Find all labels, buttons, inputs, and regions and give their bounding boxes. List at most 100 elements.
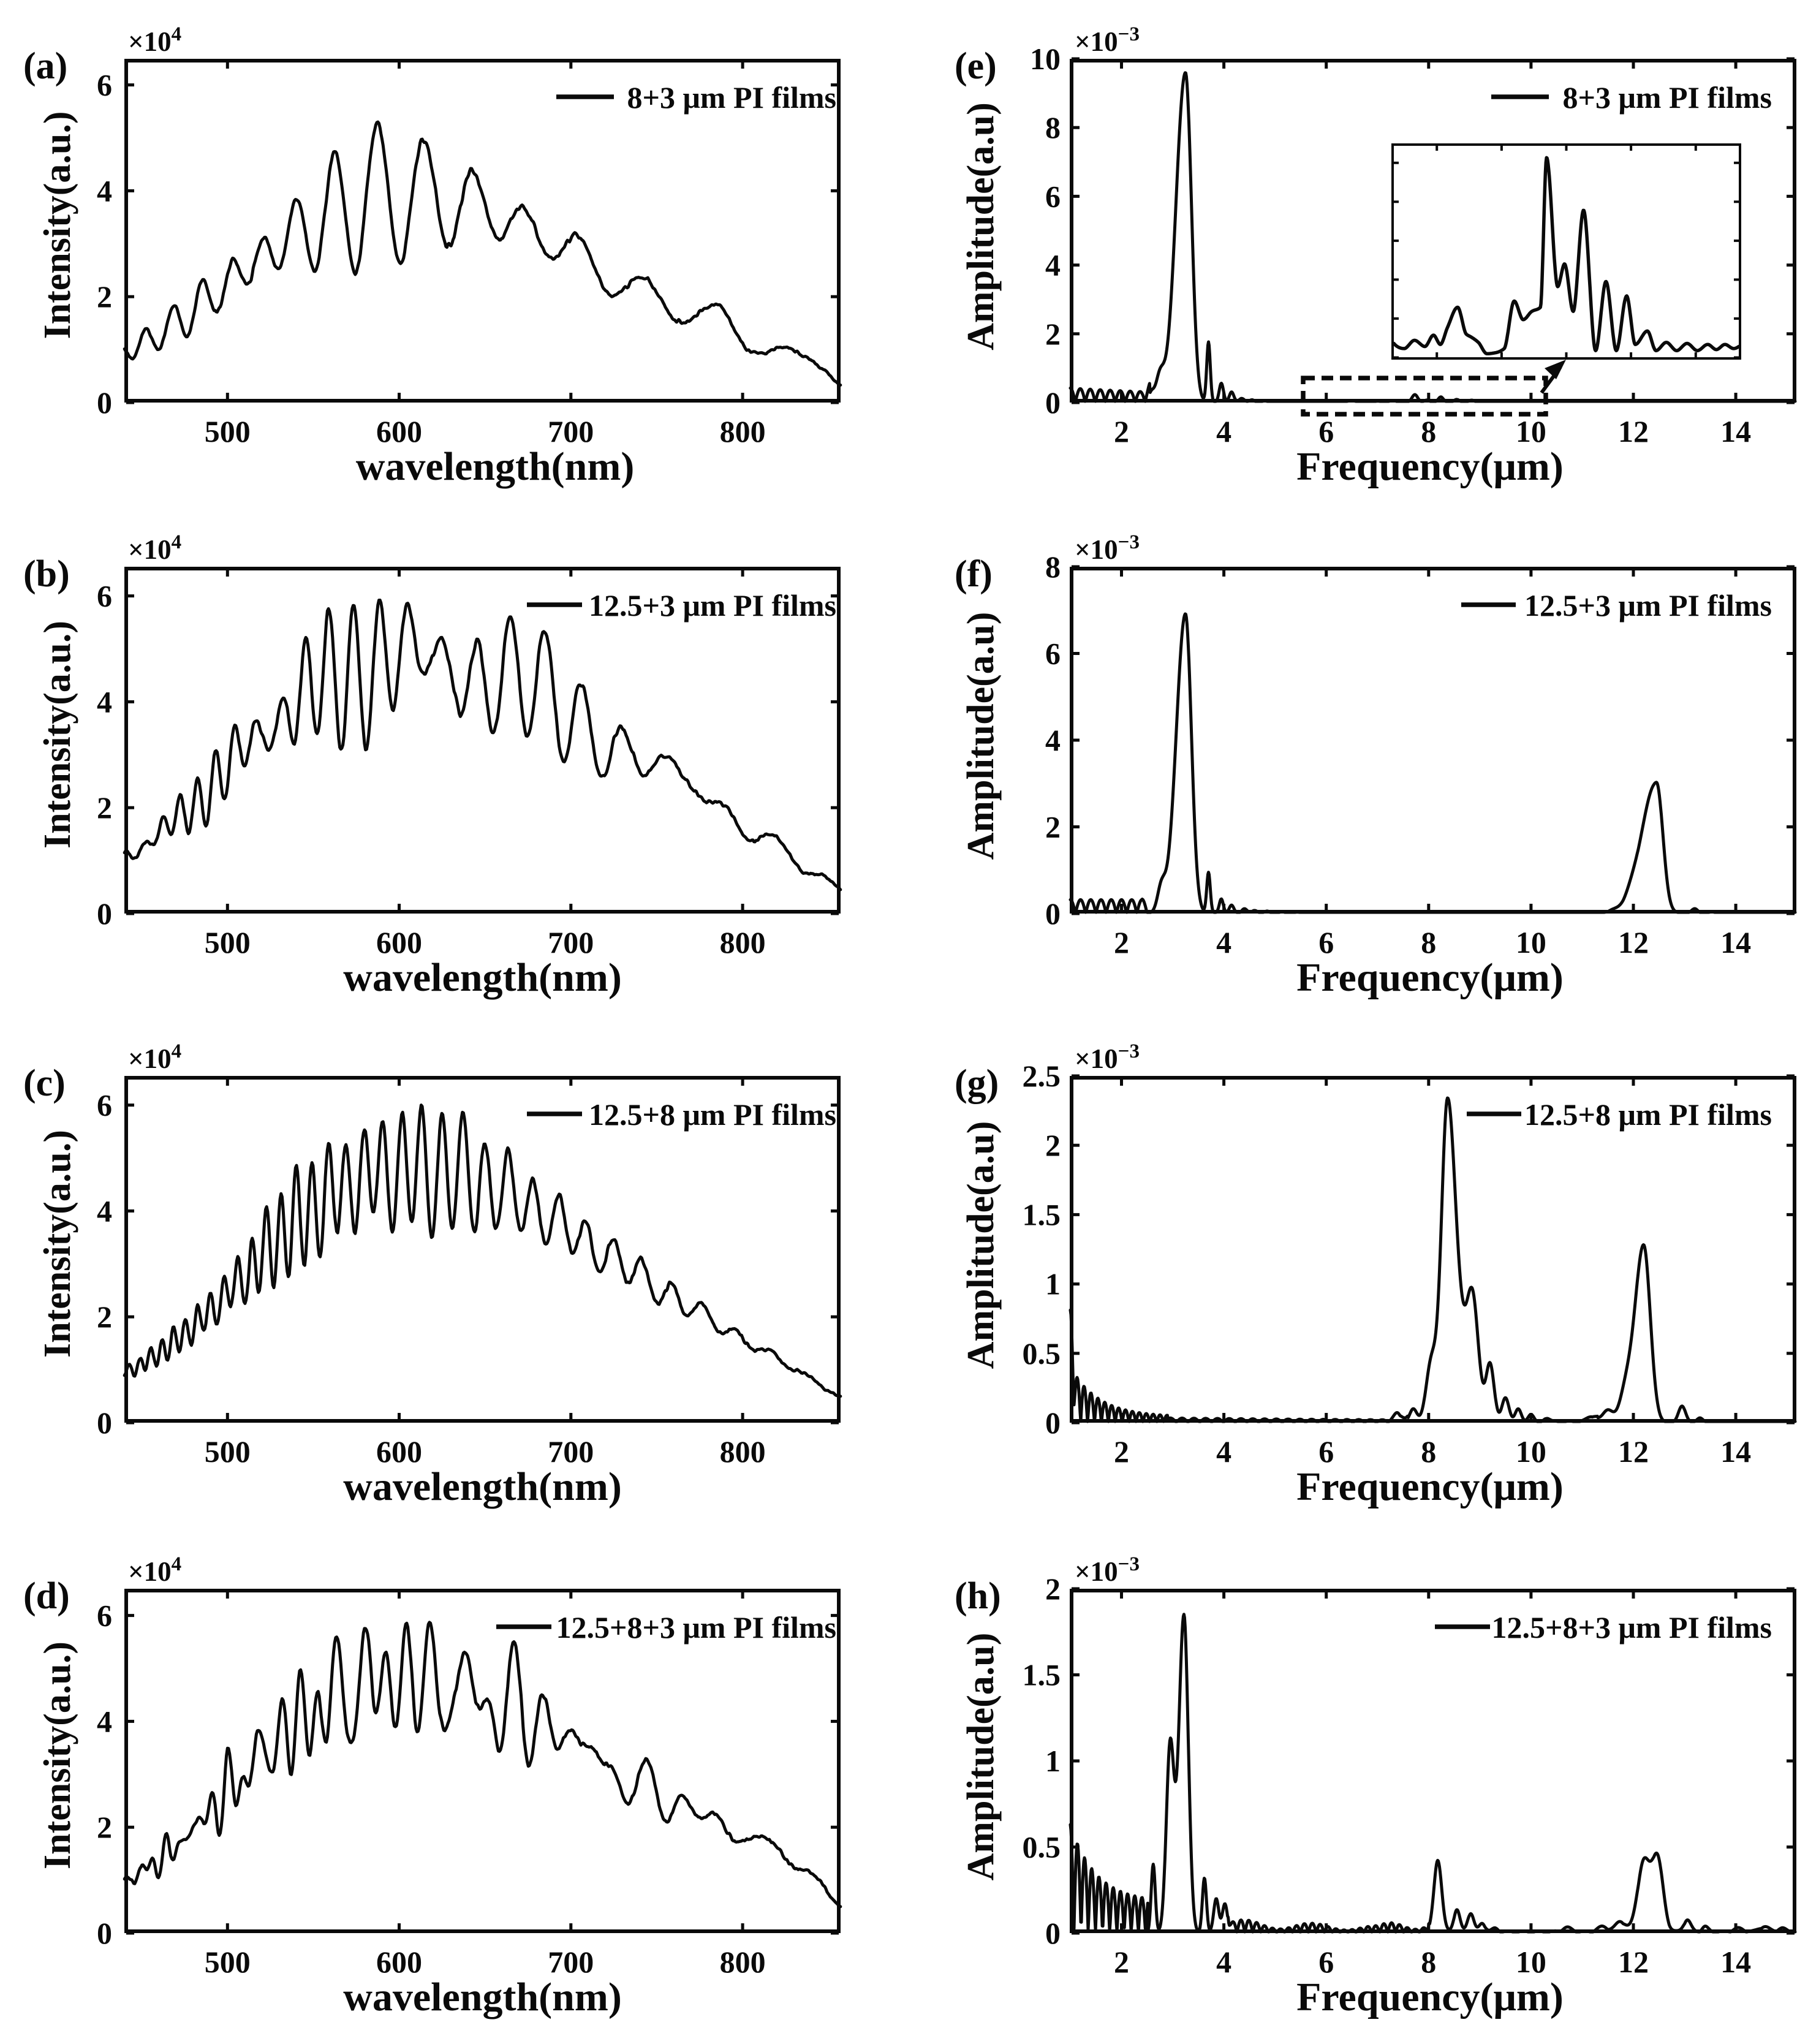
svg-text:(f): (f) (955, 553, 993, 595)
svg-text:12.5+3 μm PI films: 12.5+3 μm PI films (1524, 588, 1772, 623)
svg-text:(d): (d) (23, 1575, 70, 1617)
svg-text:14: 14 (1720, 925, 1751, 960)
svg-text:12: 12 (1618, 1434, 1649, 1469)
svg-text:8+3 μm PI films: 8+3 μm PI films (627, 80, 836, 115)
svg-text:8+3 μm PI films: 8+3 μm PI films (1562, 80, 1772, 115)
svg-text:wavelength(nm): wavelength(nm) (343, 1464, 622, 1509)
svg-text:4: 4 (1216, 414, 1231, 449)
svg-text:wavelength(nm): wavelength(nm) (356, 444, 635, 489)
svg-text:2: 2 (1045, 1572, 1061, 1606)
svg-text:×10−3: ×10−3 (1075, 23, 1140, 57)
svg-text:12: 12 (1618, 1945, 1649, 1979)
svg-text:1: 1 (1045, 1744, 1061, 1778)
svg-text:8: 8 (1045, 110, 1061, 145)
svg-text:2: 2 (1114, 1945, 1129, 1979)
svg-text:14: 14 (1720, 1945, 1751, 1979)
svg-text:2: 2 (97, 279, 112, 314)
svg-text:4: 4 (97, 1704, 112, 1738)
svg-text:Frequency(μm): Frequency(μm) (1296, 444, 1564, 489)
svg-text:Frequency(μm): Frequency(μm) (1296, 1975, 1564, 2019)
svg-text:(g): (g) (955, 1062, 999, 1104)
svg-text:800: 800 (720, 414, 766, 449)
svg-text:Amplitude(a.u): Amplitude(a.u) (960, 612, 1002, 860)
svg-text:4: 4 (1216, 925, 1231, 960)
svg-text:0: 0 (97, 1406, 112, 1440)
svg-text:700: 700 (548, 414, 594, 449)
svg-text:12: 12 (1618, 925, 1649, 960)
svg-text:4: 4 (1045, 248, 1061, 282)
svg-text:0.5: 0.5 (1023, 1336, 1061, 1371)
svg-text:700: 700 (548, 1945, 594, 1979)
svg-text:2: 2 (97, 1810, 112, 1844)
svg-text:2: 2 (1114, 414, 1129, 449)
svg-text:10: 10 (1516, 925, 1546, 960)
svg-text:×10−3: ×10−3 (1075, 1040, 1140, 1074)
svg-text:wavelength(nm): wavelength(nm) (343, 955, 622, 1000)
svg-text:6: 6 (1318, 925, 1334, 960)
svg-text:0: 0 (97, 896, 112, 931)
svg-text:1.5: 1.5 (1023, 1197, 1061, 1232)
svg-text:600: 600 (376, 925, 422, 960)
svg-text:14: 14 (1720, 1434, 1751, 1469)
svg-text:Amplitude(a.u): Amplitude(a.u) (960, 1121, 1002, 1369)
svg-text:0: 0 (1045, 385, 1061, 420)
svg-text:700: 700 (548, 925, 594, 960)
svg-text:12.5+8+3 μm PI films: 12.5+8+3 μm PI films (1491, 1610, 1772, 1645)
svg-text:10: 10 (1516, 1434, 1546, 1469)
svg-text:12.5+8 μm PI films: 12.5+8 μm PI films (1524, 1097, 1772, 1132)
svg-text:700: 700 (548, 1434, 594, 1469)
svg-text:500: 500 (205, 925, 251, 960)
svg-text:10: 10 (1030, 42, 1061, 76)
svg-text:Amplitude(a.u): Amplitude(a.u) (960, 102, 1002, 350)
svg-text:6: 6 (1318, 1434, 1334, 1469)
svg-text:6: 6 (1318, 414, 1334, 449)
svg-text:1.5: 1.5 (1023, 1658, 1061, 1692)
svg-text:12.5+8 μm PI films: 12.5+8 μm PI films (589, 1097, 836, 1132)
svg-text:Intensity(a.u.): Intensity(a.u.) (37, 1641, 78, 1869)
svg-text:6: 6 (1045, 637, 1061, 671)
svg-text:2: 2 (1045, 810, 1061, 844)
svg-text:(h): (h) (955, 1575, 1001, 1617)
svg-text:Frequency(μm): Frequency(μm) (1296, 1464, 1564, 1509)
svg-text:10: 10 (1516, 414, 1546, 449)
svg-text:8: 8 (1421, 1945, 1436, 1979)
svg-text:2: 2 (1045, 1128, 1061, 1162)
svg-text:8: 8 (1045, 550, 1061, 584)
svg-text:2: 2 (97, 790, 112, 825)
svg-text:0: 0 (1045, 896, 1061, 931)
svg-text:4: 4 (97, 1194, 112, 1228)
svg-text:6: 6 (97, 1088, 112, 1122)
svg-text:2.5: 2.5 (1023, 1059, 1061, 1093)
svg-text:6: 6 (1318, 1945, 1334, 1979)
svg-text:800: 800 (720, 925, 766, 960)
svg-text:4: 4 (1216, 1434, 1231, 1469)
svg-text:800: 800 (720, 1945, 766, 1979)
svg-text:500: 500 (205, 1434, 251, 1469)
svg-text:500: 500 (205, 1945, 251, 1979)
svg-text:6: 6 (97, 68, 112, 102)
svg-text:2: 2 (97, 1300, 112, 1334)
svg-text:800: 800 (720, 1434, 766, 1469)
svg-text:0: 0 (1045, 1406, 1061, 1440)
svg-text:12: 12 (1618, 414, 1649, 449)
svg-text:8: 8 (1421, 925, 1436, 960)
svg-text:6: 6 (97, 1599, 112, 1633)
svg-text:600: 600 (376, 1945, 422, 1979)
svg-text:0: 0 (1045, 1916, 1061, 1950)
svg-text:Amplitude(a.u): Amplitude(a.u) (960, 1633, 1002, 1881)
svg-text:10: 10 (1516, 1945, 1546, 1979)
svg-text:4: 4 (97, 173, 112, 208)
svg-text:1: 1 (1045, 1267, 1061, 1301)
svg-text:Intensity(a.u.): Intensity(a.u.) (37, 621, 78, 849)
svg-text:4: 4 (1045, 723, 1061, 757)
svg-text:600: 600 (376, 414, 422, 449)
svg-text:8: 8 (1421, 1434, 1436, 1469)
svg-text:2: 2 (1045, 317, 1061, 351)
svg-text:4: 4 (97, 684, 112, 719)
svg-text:Intensity(a.u.): Intensity(a.u.) (37, 111, 78, 339)
svg-text:12.5+8+3 μm PI films: 12.5+8+3 μm PI films (556, 1610, 836, 1645)
svg-text:4: 4 (1216, 1945, 1231, 1979)
svg-text:wavelength(nm): wavelength(nm) (343, 1975, 622, 2019)
svg-text:6: 6 (97, 579, 112, 613)
svg-text:14: 14 (1720, 414, 1751, 449)
